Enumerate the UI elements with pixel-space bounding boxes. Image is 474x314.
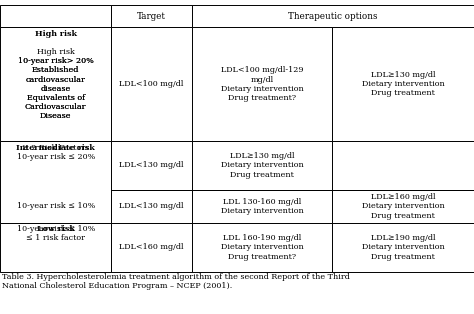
Bar [111,5,192,27]
Text: Target: Target [137,12,166,20]
Bar [0,27,111,141]
Text: LDL<100 mg/dl: LDL<100 mg/dl [119,80,184,88]
Text: Table 3. Hypercholesterolemia treatment algorithm of the second Report of the Th: Table 3. Hypercholesterolemia treatment … [2,273,350,290]
Text: 10-year risk ≤ 10%
≤ 1 risk factor: 10-year risk ≤ 10% ≤ 1 risk factor [17,225,95,242]
Bar [192,5,474,27]
Bar [0,223,111,272]
Text: Therapeutic options: Therapeutic options [288,12,378,20]
Bar [332,141,474,190]
Bar [111,141,192,190]
Bar [192,141,332,190]
Bar [0,141,111,223]
Bar [0,5,111,27]
Bar [332,223,474,272]
Text: Intermediate risk: Intermediate risk [16,143,95,152]
Text: LDL<130 mg/dl: LDL<130 mg/dl [119,161,184,169]
Text: LDL<130 mg/dl: LDL<130 mg/dl [119,202,184,210]
Text: LDL≥130 mg/dl
Dietary intervention
Drug treatment: LDL≥130 mg/dl Dietary intervention Drug … [220,152,303,179]
Bar [192,190,332,223]
Text: 10-year risk> 20%
Established
cardiovascular
disease
Equivalents of
Cardiovascul: 10-year risk> 20% Established cardiovasc… [18,57,94,120]
Text: LDL≥130 mg/dl
Dietary intervention
Drug treatment: LDL≥130 mg/dl Dietary intervention Drug … [362,71,444,97]
Text: High risk: High risk [35,30,77,38]
Text: High risk
10-year risk> 20%
Established
cardiovascular
disease
Equivalents of
Ca: High risk 10-year risk> 20% Established … [18,48,94,120]
Text: ≥ 2 Risk Factors
10-year risk ≤ 20%: ≥ 2 Risk Factors 10-year risk ≤ 20% [17,143,95,161]
Bar [192,223,332,272]
Bar [332,190,474,223]
Bar [111,223,192,272]
Bar [111,27,192,141]
Text: LDL 160-190 mg/dl
Dietary intervention
Drug treatment?: LDL 160-190 mg/dl Dietary intervention D… [220,234,303,261]
Text: Low risk: Low risk [37,225,74,232]
Text: LDL≥190 mg/dl
Dietary intervention
Drug treatment: LDL≥190 mg/dl Dietary intervention Drug … [362,234,444,261]
Text: LDL≥160 mg/dl
Dietary intervention
Drug treatment: LDL≥160 mg/dl Dietary intervention Drug … [362,193,444,219]
Bar [332,27,474,141]
Bar [192,27,332,141]
Text: LDL 130-160 mg/dl
Dietary intervention: LDL 130-160 mg/dl Dietary intervention [220,198,303,215]
Bar [111,190,192,223]
Text: 10-year risk ≤ 10%: 10-year risk ≤ 10% [17,202,95,210]
Text: LDL<160 mg/dl: LDL<160 mg/dl [119,243,184,251]
Text: LDL<100 mg/dl-129
mg/dl
Dietary intervention
Drug treatment?: LDL<100 mg/dl-129 mg/dl Dietary interven… [220,67,303,102]
